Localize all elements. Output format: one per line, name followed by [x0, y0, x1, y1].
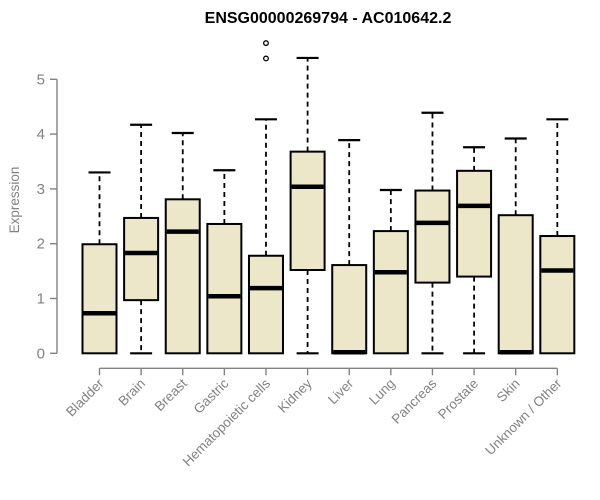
- category-label: Liver: [325, 375, 357, 407]
- box-rect: [123, 216, 160, 302]
- category-label: Pancreas: [389, 376, 440, 427]
- outlier-point: [263, 55, 269, 62]
- category-label: Brain: [115, 376, 148, 409]
- box-group: [123, 123, 160, 355]
- y-tick-label: 1: [37, 291, 45, 308]
- box-rect: [289, 150, 326, 272]
- box-group: [81, 171, 118, 355]
- y-axis-label: Expression: [7, 167, 22, 234]
- y-tick-label: 2: [37, 236, 45, 253]
- category-label: Prostate: [435, 376, 481, 422]
- box-rect: [206, 222, 243, 355]
- box-rect: [414, 189, 451, 284]
- box-group: [539, 118, 576, 355]
- box-group: [289, 56, 326, 355]
- box-rect: [539, 235, 576, 355]
- category-label: Breast: [152, 376, 190, 414]
- category-label: Bladder: [63, 375, 107, 419]
- category-label: Kidney: [275, 376, 315, 416]
- box-rect: [372, 230, 409, 355]
- chart-title: ENSG00000269794 - AC010642.2: [205, 10, 452, 27]
- box-group: [331, 139, 368, 355]
- box-group: [456, 146, 493, 355]
- y-tick-label: 4: [37, 126, 45, 143]
- category-label: Skin: [494, 376, 523, 405]
- category-label: Gastric: [191, 376, 232, 417]
- y-tick-label: 0: [37, 345, 45, 362]
- category-label: Unknown / Other: [482, 375, 565, 458]
- box-rect: [164, 198, 201, 355]
- box-rect: [456, 169, 493, 278]
- category-label: Lung: [366, 376, 398, 408]
- box-group: [164, 131, 201, 355]
- box-group: [206, 169, 243, 355]
- box-rect: [331, 264, 368, 355]
- y-tick-label: 5: [37, 71, 45, 88]
- box-rect: [81, 243, 118, 355]
- box-group: [372, 188, 409, 355]
- box-group: [414, 111, 451, 355]
- box-rect: [247, 254, 284, 355]
- box-rect: [497, 214, 534, 355]
- box-group: [247, 40, 284, 355]
- box-group: [497, 137, 534, 355]
- y-tick-label: 3: [37, 181, 45, 198]
- outlier-point: [263, 40, 269, 47]
